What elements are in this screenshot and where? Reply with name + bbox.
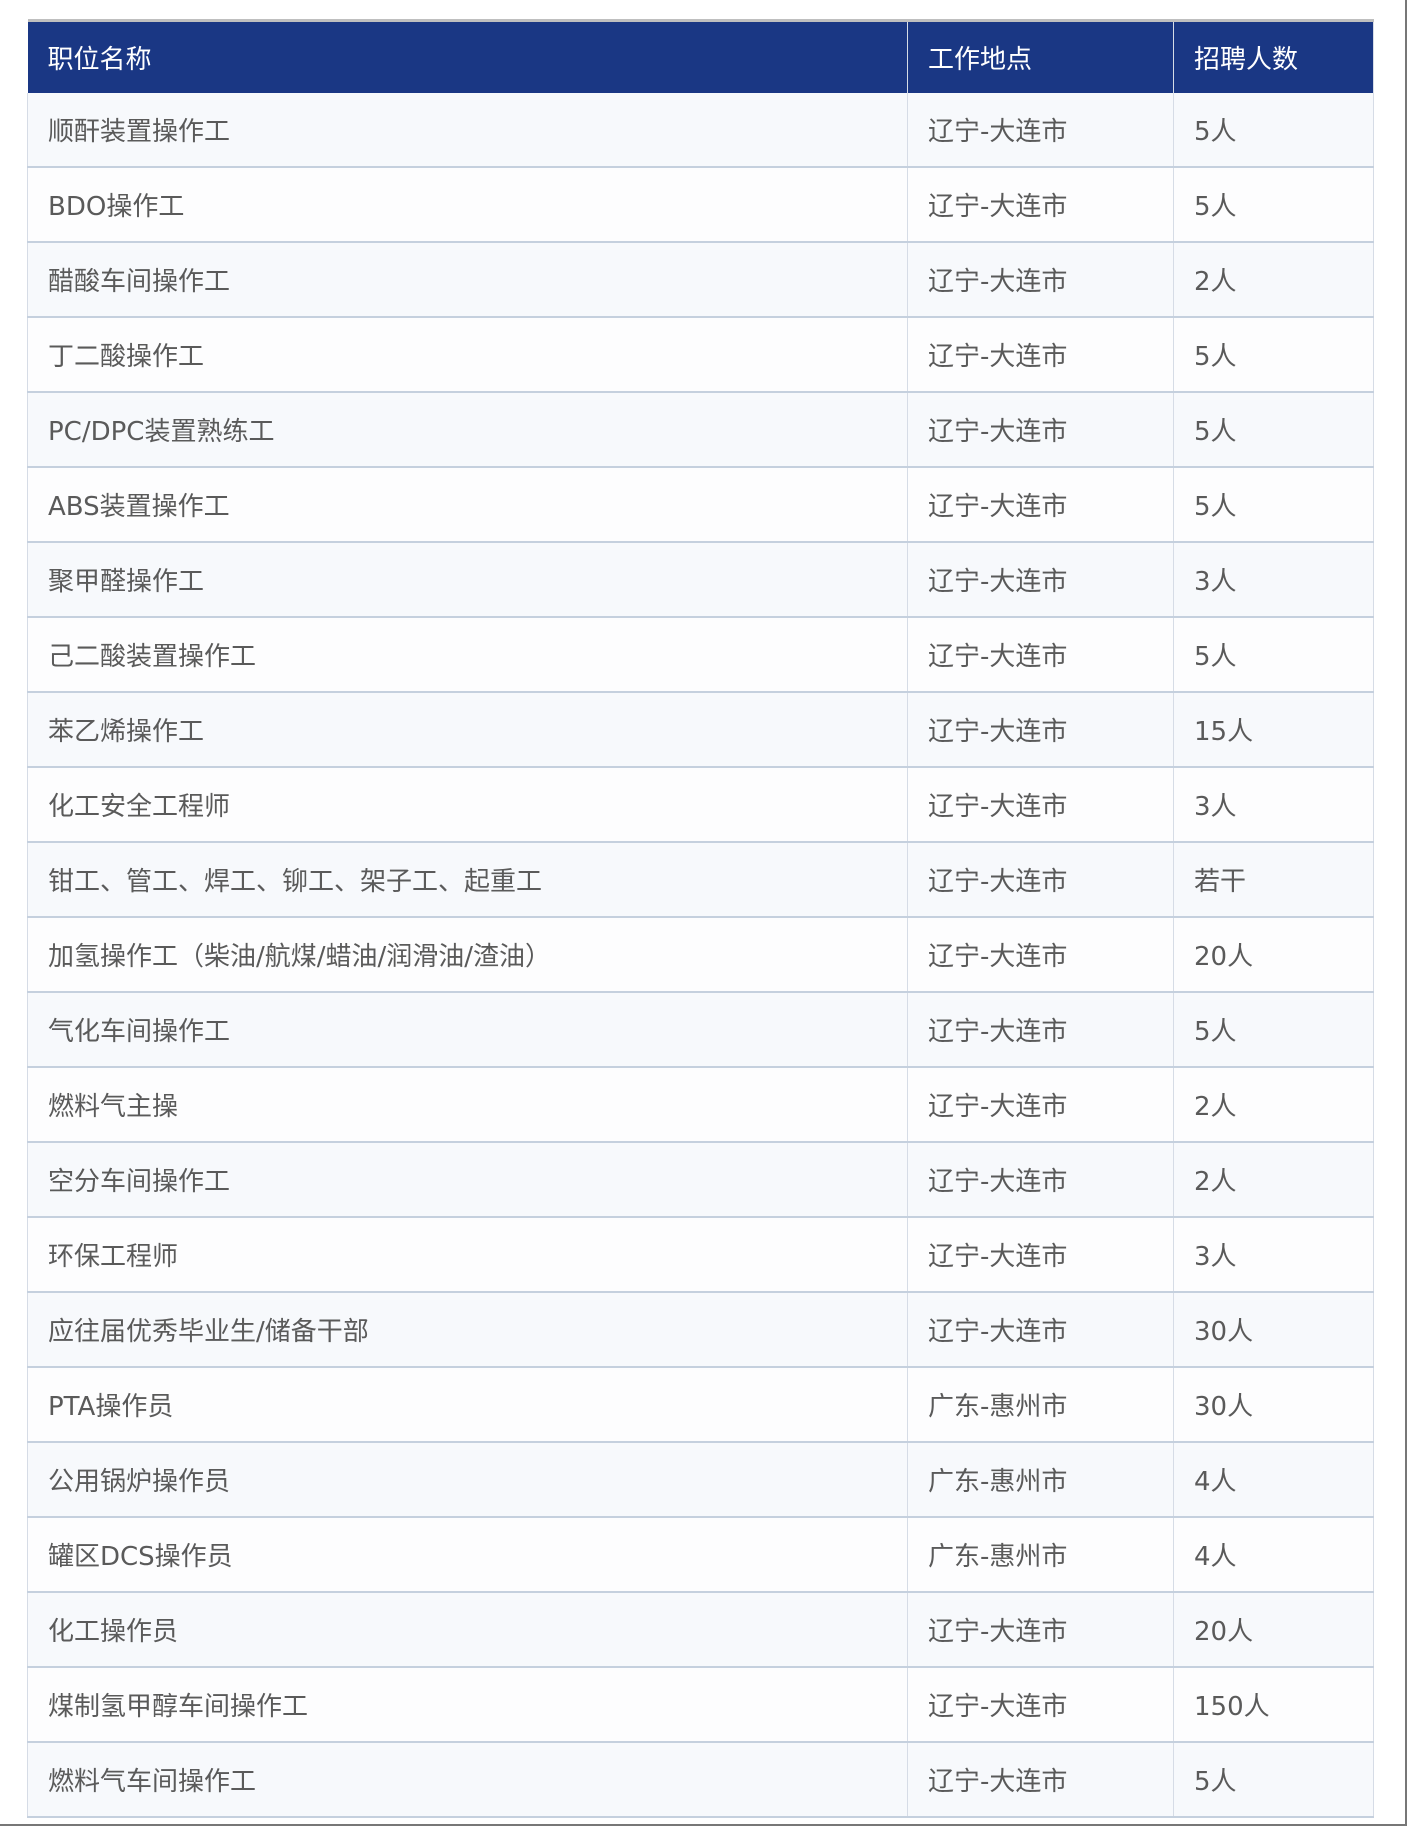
cell-location: 广东-惠州市 bbox=[907, 1442, 1174, 1518]
cell-count: 150人 bbox=[1173, 1667, 1374, 1743]
cell-position: 燃料气车间操作工 bbox=[27, 1742, 908, 1818]
cell-location: 辽宁-大连市 bbox=[907, 467, 1174, 543]
cell-count: 20人 bbox=[1173, 1592, 1374, 1668]
cell-count: 4人 bbox=[1173, 1517, 1374, 1593]
table-row: PC/DPC装置熟练工 辽宁-大连市 5人 bbox=[27, 392, 1374, 468]
cell-count: 5人 bbox=[1173, 467, 1374, 543]
cell-location: 广东-惠州市 bbox=[907, 1367, 1174, 1443]
cell-position: 燃料气主操 bbox=[27, 1067, 908, 1143]
table-row: 化工安全工程师 辽宁-大连市 3人 bbox=[27, 767, 1374, 843]
cell-count: 5人 bbox=[1173, 317, 1374, 393]
cell-location: 辽宁-大连市 bbox=[907, 692, 1174, 768]
table-row: 钳工、管工、焊工、铆工、架子工、起重工 辽宁-大连市 若干 bbox=[27, 842, 1374, 918]
cell-position: 苯乙烯操作工 bbox=[27, 692, 908, 768]
cell-count: 30人 bbox=[1173, 1367, 1374, 1443]
cell-position: 化工操作员 bbox=[27, 1592, 908, 1668]
header-location: 工作地点 bbox=[907, 20, 1174, 93]
header-position: 职位名称 bbox=[27, 20, 908, 93]
cell-location: 辽宁-大连市 bbox=[907, 242, 1174, 318]
cell-count: 30人 bbox=[1173, 1292, 1374, 1368]
cell-count: 2人 bbox=[1173, 1067, 1374, 1143]
cell-count: 5人 bbox=[1173, 617, 1374, 693]
cell-count: 5人 bbox=[1173, 167, 1374, 243]
table-row: 罐区DCS操作员 广东-惠州市 4人 bbox=[27, 1517, 1374, 1593]
table-row: 公用锅炉操作员 广东-惠州市 4人 bbox=[27, 1442, 1374, 1518]
cell-position: 醋酸车间操作工 bbox=[27, 242, 908, 318]
cell-position: 己二酸装置操作工 bbox=[27, 617, 908, 693]
table-row: PTA操作员 广东-惠州市 30人 bbox=[27, 1367, 1374, 1443]
table-row: 苯乙烯操作工 辽宁-大连市 15人 bbox=[27, 692, 1374, 768]
cell-location: 辽宁-大连市 bbox=[907, 617, 1174, 693]
cell-location: 辽宁-大连市 bbox=[907, 317, 1174, 393]
cell-position: 环保工程师 bbox=[27, 1217, 908, 1293]
cell-position: 公用锅炉操作员 bbox=[27, 1442, 908, 1518]
table-row: 空分车间操作工 辽宁-大连市 2人 bbox=[27, 1142, 1374, 1218]
cell-count: 3人 bbox=[1173, 1217, 1374, 1293]
cell-position: 聚甲醛操作工 bbox=[27, 542, 908, 618]
cell-location: 辽宁-大连市 bbox=[907, 1142, 1174, 1218]
cell-count: 若干 bbox=[1173, 842, 1374, 918]
table-row: 煤制氢甲醇车间操作工 辽宁-大连市 150人 bbox=[27, 1667, 1374, 1743]
table-row: 化工操作员 辽宁-大连市 20人 bbox=[27, 1592, 1374, 1668]
cell-position: 气化车间操作工 bbox=[27, 992, 908, 1068]
table-row: 聚甲醛操作工 辽宁-大连市 3人 bbox=[27, 542, 1374, 618]
cell-location: 辽宁-大连市 bbox=[907, 1742, 1174, 1818]
cell-position: 应往届优秀毕业生/储备干部 bbox=[27, 1292, 908, 1368]
cell-count: 5人 bbox=[1173, 392, 1374, 468]
table-row: 顺酐装置操作工 辽宁-大连市 5人 bbox=[27, 93, 1374, 168]
table-header-row: 职位名称 工作地点 招聘人数 bbox=[27, 20, 1374, 93]
table-row: 环保工程师 辽宁-大连市 3人 bbox=[27, 1217, 1374, 1293]
cell-location: 辽宁-大连市 bbox=[907, 767, 1174, 843]
cell-count: 3人 bbox=[1173, 542, 1374, 618]
cell-count: 5人 bbox=[1173, 1742, 1374, 1818]
cell-location: 辽宁-大连市 bbox=[907, 917, 1174, 993]
cell-count: 3人 bbox=[1173, 767, 1374, 843]
cell-position: ABS装置操作工 bbox=[27, 467, 908, 543]
table-row: 气化车间操作工 辽宁-大连市 5人 bbox=[27, 992, 1374, 1068]
cell-location: 辽宁-大连市 bbox=[907, 1292, 1174, 1368]
table-row: BDO操作工 辽宁-大连市 5人 bbox=[27, 167, 1374, 243]
cell-location: 辽宁-大连市 bbox=[907, 392, 1174, 468]
cell-location: 辽宁-大连市 bbox=[907, 1067, 1174, 1143]
cell-count: 5人 bbox=[1173, 93, 1374, 168]
cell-location: 辽宁-大连市 bbox=[907, 542, 1174, 618]
cell-position: 化工安全工程师 bbox=[27, 767, 908, 843]
table-row: 燃料气主操 辽宁-大连市 2人 bbox=[27, 1067, 1374, 1143]
cell-location: 辽宁-大连市 bbox=[907, 93, 1174, 168]
cell-position: 钳工、管工、焊工、铆工、架子工、起重工 bbox=[27, 842, 908, 918]
cell-position: 顺酐装置操作工 bbox=[27, 93, 908, 168]
table-row: 醋酸车间操作工 辽宁-大连市 2人 bbox=[27, 242, 1374, 318]
cell-location: 广东-惠州市 bbox=[907, 1517, 1174, 1593]
cell-location: 辽宁-大连市 bbox=[907, 1592, 1174, 1668]
table-row: 应往届优秀毕业生/储备干部 辽宁-大连市 30人 bbox=[27, 1292, 1374, 1368]
cell-location: 辽宁-大连市 bbox=[907, 842, 1174, 918]
cell-position: 煤制氢甲醇车间操作工 bbox=[27, 1667, 908, 1743]
cell-position: PTA操作员 bbox=[27, 1367, 908, 1443]
cell-location: 辽宁-大连市 bbox=[907, 167, 1174, 243]
cell-position: 丁二酸操作工 bbox=[27, 317, 908, 393]
table-row: 燃料气车间操作工 辽宁-大连市 5人 bbox=[27, 1742, 1374, 1818]
cell-position: PC/DPC装置熟练工 bbox=[27, 392, 908, 468]
cell-count: 2人 bbox=[1173, 1142, 1374, 1218]
cell-count: 20人 bbox=[1173, 917, 1374, 993]
cell-count: 2人 bbox=[1173, 242, 1374, 318]
cell-location: 辽宁-大连市 bbox=[907, 1217, 1174, 1293]
cell-location: 辽宁-大连市 bbox=[907, 992, 1174, 1068]
cell-count: 4人 bbox=[1173, 1442, 1374, 1518]
table-row: 己二酸装置操作工 辽宁-大连市 5人 bbox=[27, 617, 1374, 693]
cell-location: 辽宁-大连市 bbox=[907, 1667, 1174, 1743]
table-row: 加氢操作工（柴油/航煤/蜡油/润滑油/渣油） 辽宁-大连市 20人 bbox=[27, 917, 1374, 993]
cell-position: 加氢操作工（柴油/航煤/蜡油/润滑油/渣油） bbox=[27, 917, 908, 993]
cell-position: BDO操作工 bbox=[27, 167, 908, 243]
header-count: 招聘人数 bbox=[1173, 20, 1374, 93]
table-row: ABS装置操作工 辽宁-大连市 5人 bbox=[27, 467, 1374, 543]
cell-position: 罐区DCS操作员 bbox=[27, 1517, 908, 1593]
cell-position: 空分车间操作工 bbox=[27, 1142, 908, 1218]
table-row: 丁二酸操作工 辽宁-大连市 5人 bbox=[27, 317, 1374, 393]
cell-count: 15人 bbox=[1173, 692, 1374, 768]
job-table: 职位名称 工作地点 招聘人数 顺酐装置操作工 辽宁-大连市 5人 BDO操作工 辽宁-大… bbox=[27, 19, 1374, 1818]
cell-count: 5人 bbox=[1173, 992, 1374, 1068]
